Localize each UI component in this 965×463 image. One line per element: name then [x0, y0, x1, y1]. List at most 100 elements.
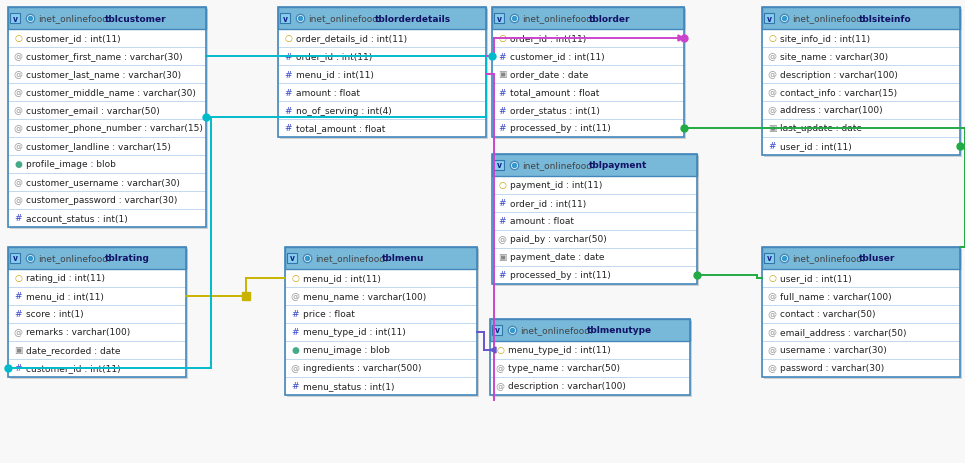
FancyBboxPatch shape	[492, 120, 684, 138]
Text: v: v	[766, 14, 771, 24]
Text: menu_id : int(11): menu_id : int(11)	[296, 70, 373, 79]
Text: #: #	[285, 52, 291, 62]
Text: customer_email : varchar(50): customer_email : varchar(50)	[26, 106, 160, 115]
FancyBboxPatch shape	[762, 84, 960, 102]
Text: ○: ○	[14, 274, 22, 283]
Text: email_address : varchar(50): email_address : varchar(50)	[780, 328, 906, 337]
Text: ○: ○	[768, 34, 776, 44]
Text: customer_last_name : varchar(30): customer_last_name : varchar(30)	[26, 70, 181, 79]
FancyBboxPatch shape	[8, 288, 186, 305]
Text: @: @	[767, 346, 777, 355]
Text: ▣: ▣	[14, 346, 22, 355]
FancyBboxPatch shape	[492, 84, 684, 102]
FancyBboxPatch shape	[285, 288, 477, 305]
Text: ○: ○	[496, 346, 504, 355]
Text: menu_id : int(11): menu_id : int(11)	[303, 274, 381, 283]
Text: @: @	[14, 106, 22, 115]
FancyBboxPatch shape	[10, 14, 20, 24]
FancyBboxPatch shape	[8, 156, 206, 174]
FancyBboxPatch shape	[8, 30, 206, 48]
FancyBboxPatch shape	[8, 305, 186, 323]
Text: tblorderdetails: tblorderdetails	[374, 14, 451, 24]
Text: ○: ○	[284, 34, 292, 44]
Text: amount : float: amount : float	[510, 217, 574, 226]
FancyBboxPatch shape	[764, 10, 962, 158]
Text: #: #	[498, 124, 506, 133]
Text: customer_middle_name : varchar(30): customer_middle_name : varchar(30)	[26, 88, 196, 97]
Text: ●: ●	[14, 160, 22, 169]
Text: @: @	[767, 106, 777, 115]
Text: tblorder: tblorder	[589, 14, 630, 24]
FancyBboxPatch shape	[492, 176, 697, 194]
Text: #: #	[498, 199, 506, 208]
Text: user_id : int(11): user_id : int(11)	[780, 142, 852, 151]
FancyBboxPatch shape	[287, 250, 479, 397]
Text: @: @	[14, 124, 22, 133]
FancyBboxPatch shape	[8, 66, 206, 84]
Text: #: #	[14, 364, 22, 373]
Text: @: @	[767, 328, 777, 337]
Text: order_status : int(1): order_status : int(1)	[510, 106, 600, 115]
Text: payment_date : date: payment_date : date	[510, 253, 604, 262]
FancyBboxPatch shape	[762, 120, 960, 138]
FancyBboxPatch shape	[492, 321, 692, 397]
Text: inet_onlinefood.: inet_onlinefood.	[522, 161, 594, 170]
Text: paid_by : varchar(50): paid_by : varchar(50)	[510, 235, 607, 244]
FancyBboxPatch shape	[762, 323, 960, 341]
FancyBboxPatch shape	[492, 325, 502, 335]
Text: ○: ○	[14, 34, 22, 44]
Text: total_amount : float: total_amount : float	[510, 88, 599, 97]
Text: v: v	[766, 254, 771, 263]
Text: order_details_id : int(11): order_details_id : int(11)	[296, 34, 407, 44]
Text: ○: ○	[498, 34, 506, 44]
FancyBboxPatch shape	[10, 253, 20, 263]
FancyBboxPatch shape	[8, 269, 186, 288]
FancyBboxPatch shape	[762, 8, 960, 30]
FancyBboxPatch shape	[762, 269, 960, 288]
Text: date_recorded : date: date_recorded : date	[26, 346, 121, 355]
FancyBboxPatch shape	[285, 305, 477, 323]
Text: customer_landline : varchar(15): customer_landline : varchar(15)	[26, 142, 171, 151]
FancyBboxPatch shape	[8, 84, 206, 102]
Text: address : varchar(100): address : varchar(100)	[780, 106, 883, 115]
Text: #: #	[285, 124, 291, 133]
Text: @: @	[14, 328, 22, 337]
Text: #: #	[14, 310, 22, 319]
Text: v: v	[494, 326, 500, 335]
FancyBboxPatch shape	[285, 341, 477, 359]
FancyBboxPatch shape	[492, 155, 697, 176]
Text: v: v	[497, 161, 502, 170]
FancyBboxPatch shape	[8, 192, 206, 210]
FancyBboxPatch shape	[8, 174, 206, 192]
Text: #: #	[498, 271, 506, 280]
Text: #: #	[285, 70, 291, 79]
Text: tblsiteinfo: tblsiteinfo	[859, 14, 912, 24]
Text: inet_onlinefood.: inet_onlinefood.	[522, 14, 594, 24]
Text: site_info_id : int(11): site_info_id : int(11)	[780, 34, 870, 44]
FancyBboxPatch shape	[762, 102, 960, 120]
Text: @: @	[290, 364, 299, 373]
FancyBboxPatch shape	[762, 48, 960, 66]
Text: customer_id : int(11): customer_id : int(11)	[26, 364, 121, 373]
FancyBboxPatch shape	[8, 8, 206, 30]
Text: tblmenutype: tblmenutype	[587, 326, 652, 335]
Text: @: @	[14, 88, 22, 97]
Text: last_update : date: last_update : date	[780, 124, 862, 133]
FancyBboxPatch shape	[764, 253, 774, 263]
Text: contact_info : varchar(15): contact_info : varchar(15)	[780, 88, 897, 97]
Text: type_name : varchar(50): type_name : varchar(50)	[508, 364, 620, 373]
FancyBboxPatch shape	[492, 30, 684, 48]
Text: v: v	[283, 14, 288, 24]
Text: #: #	[285, 106, 291, 115]
Text: remarks : varchar(100): remarks : varchar(100)	[26, 328, 130, 337]
Text: menu_name : varchar(100): menu_name : varchar(100)	[303, 292, 427, 301]
Text: menu_type_id : int(11): menu_type_id : int(11)	[508, 346, 611, 355]
FancyBboxPatch shape	[10, 10, 208, 230]
Text: @: @	[767, 364, 777, 373]
Text: #: #	[498, 88, 506, 97]
Text: #: #	[291, 328, 299, 337]
FancyBboxPatch shape	[492, 48, 684, 66]
FancyBboxPatch shape	[287, 253, 297, 263]
FancyBboxPatch shape	[492, 213, 697, 231]
FancyBboxPatch shape	[278, 84, 486, 102]
